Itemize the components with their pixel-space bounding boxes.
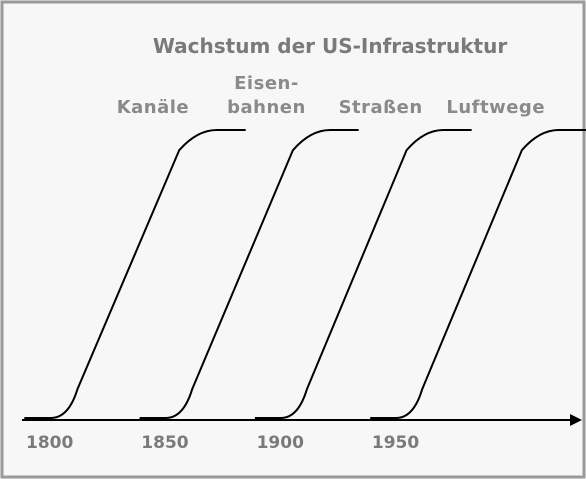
series-label: Eisen- bahnen — [227, 73, 306, 118]
series-label: Luftwege — [446, 97, 546, 118]
chart-title: Wachstum der US-Infrastruktur — [153, 34, 508, 58]
growth-curve — [370, 129, 586, 419]
x-tick-label: 1950 — [372, 433, 419, 453]
growth-curve — [139, 129, 359, 419]
growth-curve — [24, 129, 246, 419]
series-label: Straßen — [338, 97, 423, 118]
x-tick-label: 1850 — [141, 433, 188, 453]
growth-curve — [254, 129, 472, 419]
x-tick-label: 1800 — [26, 433, 73, 453]
axis-arrow — [570, 414, 582, 426]
x-tick-label: 1900 — [257, 433, 304, 453]
series-label: Kanäle — [116, 97, 190, 118]
